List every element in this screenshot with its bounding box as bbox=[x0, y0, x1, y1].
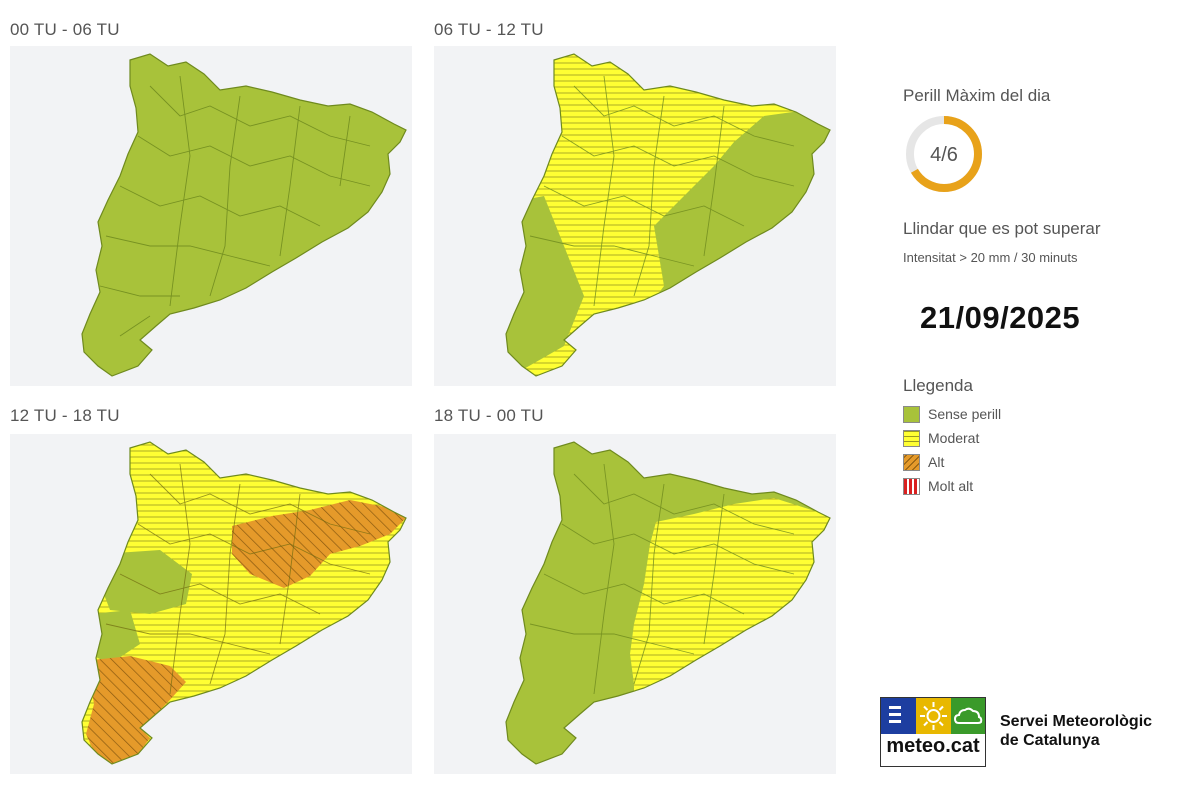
legend-title: Llegenda bbox=[903, 376, 973, 395]
legend-swatch-green bbox=[903, 405, 920, 423]
cloud-icon bbox=[951, 698, 985, 734]
panel-title-0612: 06 TU - 12 TU bbox=[434, 20, 544, 39]
legend-label: Alt bbox=[928, 454, 945, 470]
max-danger-value: 4/6 bbox=[930, 144, 958, 166]
forecast-date: 21/09/2025 bbox=[920, 300, 1081, 335]
legend-label: Sense perill bbox=[928, 406, 1002, 422]
map-0612 bbox=[434, 46, 836, 386]
max-danger-section: Perill Màxim del dia bbox=[903, 86, 1183, 106]
panel-title-1800: 18 TU - 00 TU bbox=[434, 406, 544, 425]
gauge-arc bbox=[906, 116, 982, 192]
legend-label: Molt alt bbox=[928, 478, 974, 494]
max-danger-gauge: 4/6 bbox=[903, 113, 985, 195]
organization-name: Servei Meteorològic de Catalunya bbox=[1000, 712, 1152, 750]
menu-lines-icon bbox=[881, 698, 916, 734]
legend-item-alt: Alt bbox=[903, 452, 944, 472]
map-1218 bbox=[10, 434, 412, 774]
legend-item-sense-perill: Sense perill bbox=[903, 404, 1001, 424]
meteocat-logo: meteo.cat bbox=[880, 697, 986, 767]
map-1800 bbox=[434, 434, 836, 774]
org-line-1: Servei Meteorològic bbox=[1000, 713, 1153, 730]
legend-label: Moderat bbox=[928, 430, 980, 446]
max-danger-title: Perill Màxim del dia bbox=[903, 86, 1051, 105]
panel-title-1218: 12 TU - 18 TU bbox=[10, 406, 120, 425]
legend-item-moderat: Moderat bbox=[903, 428, 979, 448]
sun-icon bbox=[916, 698, 951, 734]
threshold-text: Intensitat > 20 mm / 30 minuts bbox=[903, 250, 1078, 265]
map-0006 bbox=[10, 46, 412, 386]
legend-swatch-yellow bbox=[903, 429, 920, 447]
legend-item-molt-alt: Molt alt bbox=[903, 476, 973, 496]
legend-swatch-red bbox=[903, 477, 920, 495]
logo-text: meteo.cat bbox=[886, 735, 980, 757]
panel-title-0006: 00 TU - 06 TU bbox=[10, 20, 120, 39]
org-line-2: de Catalunya bbox=[1000, 732, 1100, 749]
legend-swatch-orange bbox=[903, 453, 920, 471]
threshold-title: Llindar que es pot superar bbox=[903, 219, 1101, 238]
